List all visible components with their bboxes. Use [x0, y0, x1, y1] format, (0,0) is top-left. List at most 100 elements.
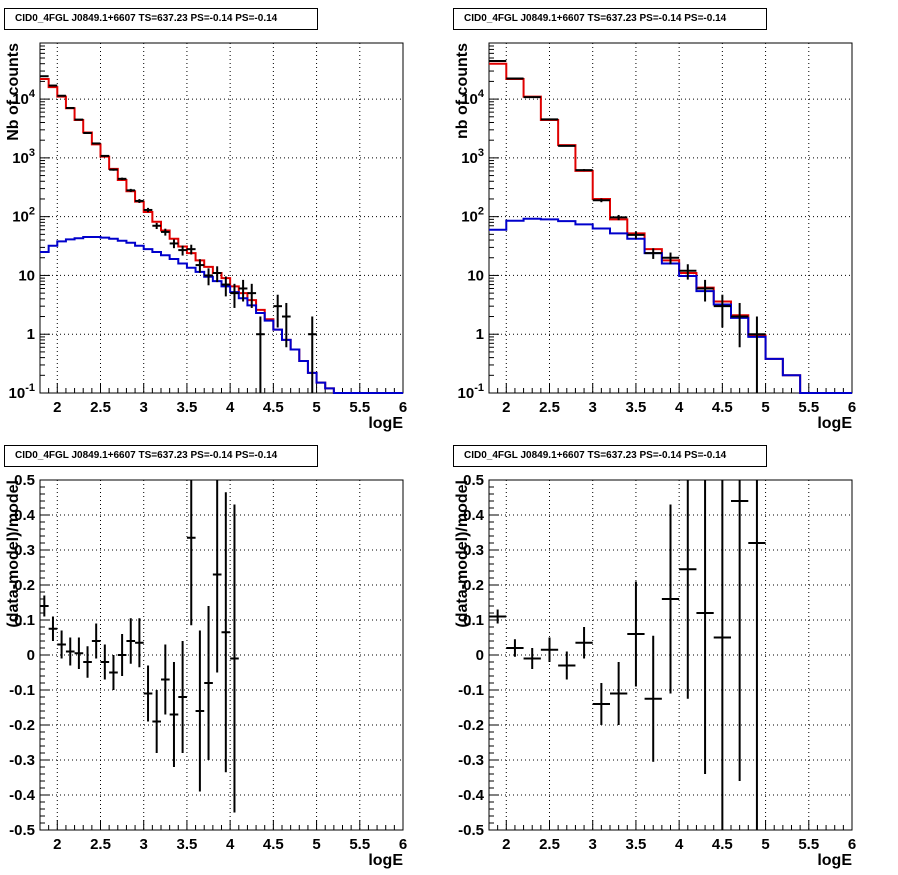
x-tick-label: 4: [226, 399, 235, 416]
x-tick-label: 2: [53, 836, 61, 853]
x-tick-label: 4.5: [712, 836, 733, 853]
data-point: [195, 630, 205, 792]
data-point: [74, 118, 84, 121]
x-tick-label: 5.5: [798, 399, 819, 416]
data-point: [152, 222, 161, 230]
data-point: [661, 252, 680, 265]
data-point: [161, 644, 170, 715]
data-point: [109, 655, 118, 690]
data-point: [748, 480, 766, 830]
data-point: [230, 504, 239, 813]
x-tick-label: 5.5: [349, 399, 370, 416]
x-tick-label: 4.5: [263, 836, 284, 853]
y-tick-label: 0.4: [14, 507, 36, 524]
data-point: [221, 492, 231, 773]
y-tick-label: 0: [476, 647, 484, 664]
data-point: [117, 634, 127, 676]
data-point: [91, 623, 101, 659]
data-point: [48, 616, 58, 641]
plot-frame: [39, 42, 404, 394]
data-point: [126, 188, 136, 192]
y-tick-label: 0.1: [14, 612, 35, 629]
x-tick-label: 2: [502, 399, 510, 416]
model-curve-1: [40, 236, 403, 394]
y-tick-label: -0.4: [458, 787, 485, 804]
x-tick-label: 5: [761, 836, 769, 853]
data-point: [610, 662, 628, 725]
y-tick-label: 0.5: [14, 472, 35, 489]
x-tick-label: 3.5: [625, 836, 646, 853]
x-tick-label: 5.5: [349, 836, 370, 853]
y-tick-label: 103: [12, 147, 35, 167]
x-axis-title: logE: [368, 852, 403, 869]
model-curve-1: [489, 217, 852, 394]
data-point: [178, 245, 187, 256]
data-point: [282, 302, 291, 348]
data-point: [230, 283, 239, 308]
x-axis-title: logE: [817, 852, 852, 869]
data-point: [748, 316, 766, 393]
y-axis-title: nb of counts: [454, 43, 471, 139]
data-point: [65, 106, 75, 109]
panel-title-bottom-left: CID0_4FGL J0849.1+6607 TS=637.23 PS=-0.1…: [4, 445, 318, 467]
data-point: [161, 228, 170, 236]
model-curve-0: [489, 62, 852, 394]
y-tick-label: 10: [18, 267, 35, 284]
y-tick-label: 10-1: [9, 382, 35, 402]
x-axis-title: logE: [368, 415, 403, 432]
data-point: [661, 504, 680, 694]
data-point: [143, 665, 153, 722]
y-tick-label: 104: [12, 88, 36, 108]
x-tick-label: 2: [502, 836, 510, 853]
y-tick-label: -0.5: [9, 822, 35, 839]
data-point: [74, 637, 84, 669]
x-tick-label: 3: [589, 836, 597, 853]
data-point: [195, 259, 205, 273]
data-point: [135, 199, 144, 203]
chart-panel-3: 2 2.5 3 3.5 4 4.5 5 5.5 6 -0.5 -0.4 -0.3 -0.2 -0.1 0 0.…: [454, 472, 856, 869]
x-tick-label: 5.5: [798, 836, 819, 853]
chart-panel-2: 2 2.5 3 3.5 4 4.5 5 5.5 6 -0.5 -0.4 -0.3 -0.2 -0.1 0 0.…: [5, 472, 407, 869]
data-point: [575, 627, 593, 659]
x-tick-label: 3: [140, 399, 148, 416]
data-point: [610, 214, 628, 221]
data-point: [135, 618, 144, 668]
data-point: [273, 294, 282, 328]
x-tick-label: 2.5: [90, 836, 111, 853]
x-tick-label: 4: [675, 836, 684, 853]
y-tick-label: -0.1: [9, 682, 35, 699]
x-tick-label: 3.5: [625, 399, 646, 416]
y-tick-label: 0.5: [463, 472, 484, 489]
data-point: [83, 131, 92, 134]
data-point: [40, 595, 49, 617]
panel-title-top-left: CID0_4FGL J0849.1+6607 TS=637.23 PS=-0.1…: [4, 8, 318, 30]
x-tick-label: 4: [226, 836, 235, 853]
y-tick-label: -0.4: [9, 787, 36, 804]
data-point: [713, 480, 731, 830]
x-tick-label: 5: [312, 399, 320, 416]
x-tick-label: 4.5: [263, 399, 284, 416]
x-tick-label: 3.5: [176, 836, 197, 853]
x-tick-label: 6: [399, 836, 407, 853]
data-point: [540, 118, 559, 121]
y-tick-label: 0.2: [463, 577, 484, 594]
data-point: [238, 279, 248, 302]
y-tick-label: 102: [461, 206, 484, 226]
x-tick-label: 5: [761, 399, 769, 416]
data-point: [679, 480, 697, 699]
x-axis-title: logE: [817, 415, 852, 432]
data-point: [627, 581, 645, 687]
data-point: [117, 177, 127, 181]
data-point: [679, 264, 697, 280]
data-point: [644, 248, 662, 259]
y-tick-label: -0.3: [9, 752, 35, 769]
y-tick-label: 0.4: [463, 507, 485, 524]
data-point: [178, 641, 187, 753]
data-point: [558, 651, 576, 680]
data-point: [100, 644, 110, 680]
panel-title-bottom-right: CID0_4FGL J0849.1+6607 TS=637.23 PS=-0.1…: [453, 445, 767, 467]
y-tick-label: 0.3: [463, 542, 484, 559]
y-axis-title: (data-model)/model: [454, 480, 471, 628]
data-point: [57, 630, 66, 659]
